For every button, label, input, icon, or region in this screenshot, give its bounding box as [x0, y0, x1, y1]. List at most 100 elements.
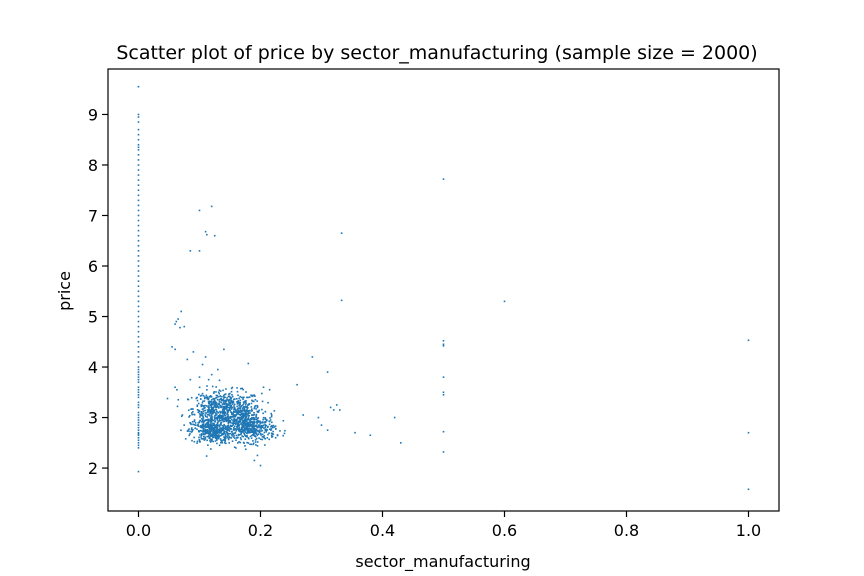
scatter-point — [175, 320, 178, 323]
scatter-point — [247, 403, 249, 406]
scatter-point — [236, 398, 238, 400]
scatter-point — [209, 409, 211, 412]
scatter-point — [197, 430, 200, 432]
scatter-point — [221, 409, 224, 411]
scatter-point — [137, 133, 140, 136]
scatter-point — [265, 424, 268, 427]
scatter-point — [240, 415, 243, 418]
scatter-point — [228, 402, 231, 404]
scatter-point — [231, 406, 234, 409]
chart-title: Scatter plot of price by sector_manufact… — [116, 42, 757, 64]
scatter-point — [216, 417, 218, 420]
scatter-point — [208, 436, 211, 439]
scatter-point — [199, 429, 202, 432]
scatter-point — [137, 431, 140, 434]
scatter-point — [174, 348, 176, 351]
scatter-point — [250, 394, 252, 396]
scatter-point — [251, 395, 254, 398]
scatter-point — [240, 423, 242, 425]
scatter-point — [229, 417, 232, 420]
scatter-point — [236, 417, 239, 419]
scatter-point — [242, 398, 244, 401]
scatter-point — [246, 428, 249, 431]
scatter-point — [232, 422, 234, 424]
scatter-point — [211, 412, 214, 415]
scatter-point — [224, 439, 227, 441]
scatter-point — [261, 426, 264, 429]
scatter-point — [250, 437, 253, 439]
scatter-point — [241, 415, 244, 418]
scatter-point — [238, 441, 240, 443]
scatter-point — [210, 422, 212, 424]
scatter-point — [210, 407, 213, 410]
scatter-point — [252, 428, 254, 430]
scatter-point — [166, 397, 169, 400]
scatter-point — [284, 429, 286, 432]
scatter-point — [228, 426, 230, 428]
scatter-point — [240, 433, 242, 436]
scatter-point — [223, 418, 226, 420]
scatter-point — [212, 426, 214, 429]
scatter-point — [240, 405, 243, 407]
scatter-point — [213, 431, 216, 434]
scatter-point — [237, 400, 240, 402]
scatter-point — [264, 437, 266, 440]
scatter-point — [236, 436, 238, 439]
scatter-point — [240, 406, 242, 408]
scatter-point — [229, 420, 231, 422]
scatter-point — [236, 401, 239, 403]
scatter-point — [442, 376, 445, 378]
scatter-point — [340, 232, 343, 234]
scatter-point — [231, 440, 234, 442]
scatter-point — [257, 410, 260, 413]
scatter-point — [214, 421, 216, 423]
scatter-point — [137, 373, 140, 376]
scatter-point — [263, 435, 266, 437]
scatter-point — [236, 402, 239, 405]
scatter-point — [256, 429, 259, 432]
scatter-point — [258, 429, 261, 431]
scatter-point — [221, 419, 223, 422]
scatter-point — [246, 408, 248, 411]
scatter-point — [225, 403, 228, 405]
scatter-point — [213, 397, 216, 400]
scatter-point — [241, 430, 243, 433]
scatter-point — [232, 412, 234, 415]
scatter-point — [209, 439, 211, 442]
scatter-point — [215, 413, 217, 416]
scatter-point — [270, 414, 273, 416]
scatter-point — [222, 400, 225, 402]
scatter-point — [252, 430, 255, 433]
scatter-point — [274, 425, 277, 427]
scatter-point — [194, 424, 197, 426]
scatter-point — [215, 396, 218, 399]
scatter-point — [248, 423, 250, 426]
scatter-point — [137, 436, 140, 439]
scatter-point — [209, 418, 211, 421]
scatter-point — [202, 428, 205, 430]
scatter-point — [270, 434, 273, 437]
scatter-point — [229, 428, 232, 430]
scatter-point — [442, 394, 445, 396]
scatter-point — [208, 428, 211, 431]
scatter-point — [220, 431, 222, 434]
scatter-point — [229, 421, 231, 423]
scatter-point — [239, 419, 242, 422]
scatter-point — [210, 414, 213, 417]
scatter-point — [252, 440, 254, 442]
scatter-point — [137, 388, 140, 391]
scatter-point — [137, 224, 140, 227]
scatter-point — [260, 430, 262, 432]
scatter-point — [137, 371, 140, 373]
scatter-point — [234, 407, 236, 410]
scatter-point — [191, 420, 194, 423]
scatter-point — [244, 434, 246, 437]
scatter-point — [227, 409, 230, 411]
scatter-point — [257, 417, 260, 419]
scatter-point — [213, 418, 216, 420]
scatter-point — [253, 400, 255, 403]
scatter-point — [212, 406, 214, 409]
scatter-point — [201, 392, 204, 395]
scatter-point — [213, 425, 216, 427]
scatter-point — [245, 428, 247, 431]
